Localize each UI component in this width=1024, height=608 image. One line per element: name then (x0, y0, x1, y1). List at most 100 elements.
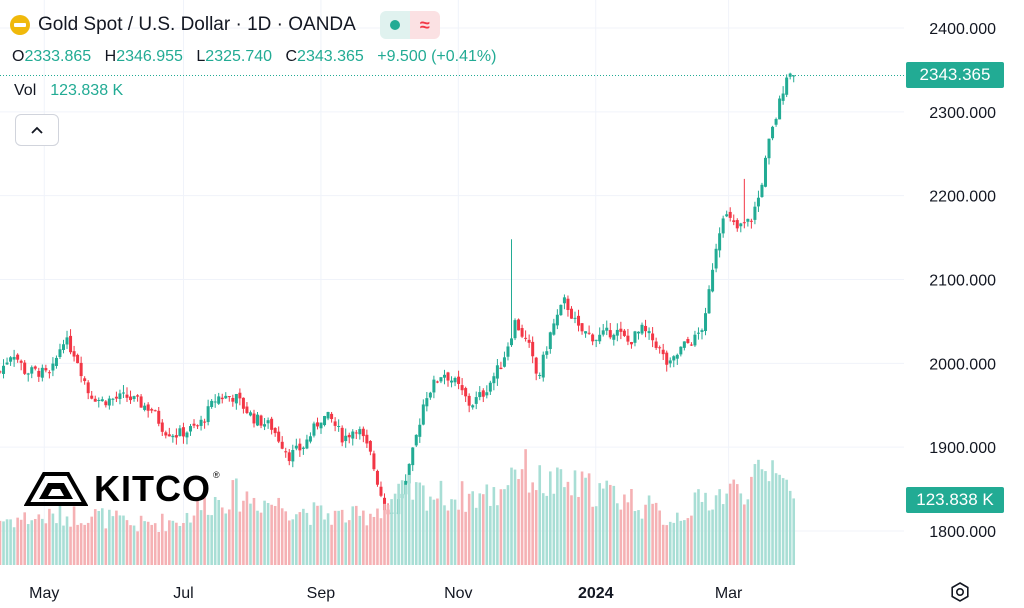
collapse-legend-button[interactable] (15, 114, 59, 146)
candle-body (658, 347, 662, 349)
wave-icon[interactable]: ≈ (409, 11, 440, 39)
candle-body (534, 357, 538, 374)
volume-bar (122, 515, 125, 565)
volume-bar (55, 523, 58, 565)
candle-body (517, 319, 521, 331)
volume-bar (647, 495, 651, 565)
price-axis-label: 2000.000 (929, 356, 996, 373)
market-status-dot-icon[interactable] (379, 11, 410, 39)
volume-bar (224, 513, 228, 565)
volume-bar (252, 497, 256, 565)
candle-body (185, 432, 189, 438)
gold-coin-icon (10, 15, 30, 35)
chart-settings-button[interactable] (948, 580, 972, 604)
volume-bar (157, 531, 161, 565)
volume-bar (665, 525, 669, 565)
candle-body (291, 450, 295, 462)
candle-body (457, 376, 461, 384)
close-value: 2343.365 (297, 48, 364, 65)
candle-body (421, 404, 425, 425)
chevron-up-icon (31, 126, 43, 134)
candle-body (781, 93, 785, 101)
symbol-title[interactable]: Gold Spot / U.S. Dollar · 1D · OANDA (38, 14, 356, 35)
volume-bar (23, 512, 26, 565)
volume-bar (160, 513, 164, 565)
candle-body (315, 422, 319, 427)
volume-bar (728, 483, 732, 565)
volume-bar (192, 515, 196, 565)
candle-body (418, 424, 422, 437)
candle-body (372, 453, 376, 470)
volume-bar (37, 514, 41, 565)
volume-bar (16, 517, 19, 565)
candle-body (531, 341, 535, 357)
volume-bar (44, 523, 48, 565)
candle-body (263, 424, 267, 427)
volume-bar (118, 515, 122, 565)
candle-body (326, 411, 330, 419)
volume-bar (697, 489, 700, 565)
candle-body (270, 418, 274, 430)
volume-bar (72, 506, 76, 565)
candle-body (47, 372, 51, 374)
logo-text: KITCO (94, 468, 211, 509)
candle-body (51, 363, 55, 371)
indicator-status-pill[interactable]: ≈ (379, 11, 440, 39)
volume-bar (0, 520, 2, 565)
volume-bar (693, 492, 697, 565)
volume-bar (676, 512, 679, 565)
candle-body (181, 427, 185, 437)
volume-bar (210, 515, 213, 565)
candle-body (478, 392, 482, 398)
candle-body (354, 432, 358, 434)
candle-body (132, 396, 136, 399)
volume-bar (746, 499, 750, 565)
volume-bar (362, 510, 365, 565)
candle-body (333, 421, 337, 426)
candle-body (361, 428, 365, 437)
volume-bar (305, 512, 309, 565)
volume-bar (450, 499, 453, 565)
candle-body (379, 486, 383, 496)
candle-body (231, 397, 235, 402)
time-axis-label: Jul (173, 585, 193, 602)
volume-bar (344, 522, 348, 565)
volume-bar (242, 500, 245, 565)
volume-bar (168, 520, 171, 565)
volume-bar (312, 502, 316, 565)
candle-body (742, 222, 746, 224)
candle-body (414, 434, 418, 446)
time-axis-label: 2024 (578, 585, 614, 602)
volume-bar (340, 509, 344, 565)
volume-bar (503, 489, 506, 565)
candle-body (294, 445, 298, 449)
volume-bar (245, 491, 249, 565)
volume-bar (351, 506, 355, 565)
candle-body (83, 378, 87, 382)
candle-body (234, 393, 238, 404)
candle-body (788, 73, 792, 77)
candle-body (411, 447, 415, 466)
candle-body (619, 328, 623, 332)
volume-bar (721, 504, 725, 565)
candle-body (707, 289, 711, 314)
candle-body (196, 425, 200, 427)
volume-bar (393, 493, 397, 565)
candle-body (513, 320, 517, 339)
candle-body (358, 429, 362, 435)
price-axis-label: 1800.000 (929, 524, 996, 541)
volume-bar (545, 495, 549, 565)
volume-bar (679, 520, 683, 565)
candle-body (125, 394, 129, 398)
candle-body (538, 375, 542, 377)
candle-body (238, 392, 242, 399)
candle-body (767, 138, 771, 159)
candle-body (23, 362, 27, 374)
volume-bar (404, 484, 407, 565)
volume-bar (86, 522, 90, 565)
volume-bar (101, 508, 104, 565)
volume-bar (259, 512, 263, 565)
volume-bar (280, 508, 284, 565)
candle-body (728, 211, 732, 218)
